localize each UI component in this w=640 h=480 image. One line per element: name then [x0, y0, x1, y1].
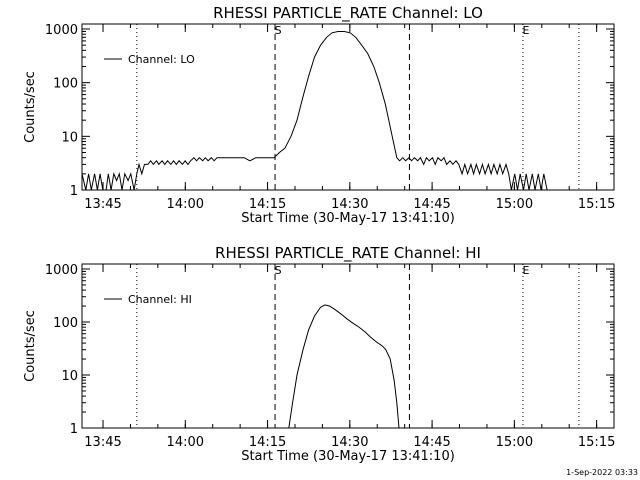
x-tick-label: 14:45	[413, 197, 450, 212]
y-tick-label: 1000	[45, 263, 78, 278]
x-axis-label: Start Time (30-May-17 13:41:10)	[241, 211, 455, 226]
y-tick-label: 100	[53, 316, 78, 331]
x-tick-label: 14:15	[249, 197, 286, 212]
x-tick-label: 14:00	[167, 435, 204, 450]
series-line	[288, 304, 400, 429]
x-tick-label: 15:15	[578, 197, 615, 212]
chart-panel-2: RHESSI PARTICLE_RATE Channel: HI Start Ti…	[23, 244, 615, 464]
y-tick-label: 100	[53, 77, 78, 92]
chart-title: RHESSI PARTICLE_RATE Channel: HI	[215, 244, 481, 263]
chart-title: RHESSI PARTICLE_RATE Channel: LO	[213, 4, 483, 23]
event-marker-label: S	[275, 264, 282, 277]
y-tick-label: 1000	[45, 23, 78, 38]
x-tick-label: 14:15	[249, 435, 286, 450]
footer-timestamp: 1-Sep-2022 03:33	[566, 468, 638, 477]
plot-frame	[81, 23, 615, 191]
x-tick-label: 14:30	[331, 435, 368, 450]
x-tick-label: 14:45	[413, 435, 450, 450]
y-tick-label: 1	[70, 422, 78, 437]
y-tick-label: 1	[70, 184, 78, 199]
chart-panel-1: RHESSI PARTICLE_RATE Channel: LO Start Ti…	[23, 4, 615, 226]
x-axis-label: Start Time (30-May-17 13:41:10)	[241, 449, 455, 464]
plot-frame	[81, 263, 615, 429]
y-tick-label: 10	[61, 130, 78, 145]
x-tick-label: 15:00	[496, 435, 533, 450]
legend-entry: Channel: LO	[128, 53, 195, 66]
series-line	[81, 31, 550, 191]
event-marker-label: S	[275, 24, 282, 37]
x-tick-label: 14:00	[167, 197, 204, 212]
event-marker-label: E	[522, 24, 529, 37]
y-axis-label: Counts/sec	[23, 71, 38, 143]
x-tick-label: 14:30	[331, 197, 368, 212]
x-tick-label: 15:15	[578, 435, 615, 450]
x-tick-label: 13:45	[84, 197, 121, 212]
event-marker-label: E	[522, 264, 529, 277]
y-axis-label: Counts/sec	[23, 310, 38, 382]
x-tick-label: 15:00	[496, 197, 533, 212]
legend-entry: Channel: HI	[128, 293, 192, 306]
x-tick-label: 13:45	[84, 435, 121, 450]
y-tick-label: 10	[61, 369, 78, 384]
